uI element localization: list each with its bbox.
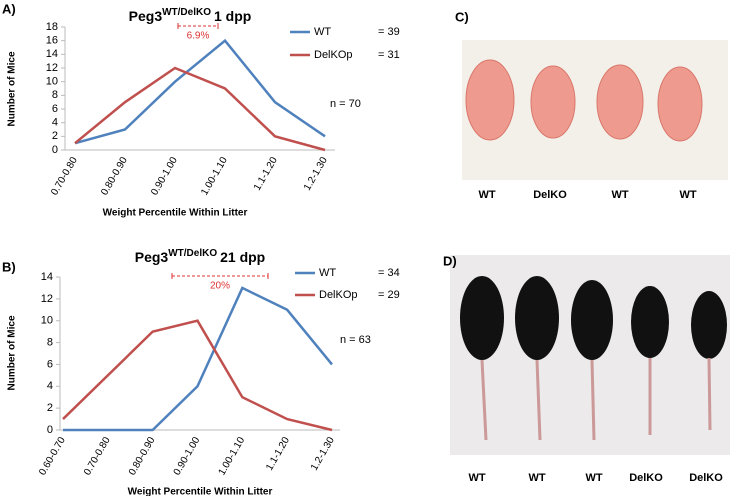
y-tick-label: 16 xyxy=(46,35,58,47)
legend-label: WT xyxy=(314,26,331,38)
y-tick-label: 12 xyxy=(41,293,53,305)
y-tick-label: 0 xyxy=(52,144,58,156)
y-tick-label: 4 xyxy=(47,380,53,392)
x-axis-label: Weight Percentile Within Litter xyxy=(103,208,248,219)
chart-title: Peg3WT/DelKO 21 dpp xyxy=(135,248,265,265)
x-tick-label: 0.90-1.00 xyxy=(149,155,180,197)
photo-caption: DelKO xyxy=(689,472,723,484)
y-tick-label: 18 xyxy=(46,21,58,33)
y-tick-label: 2 xyxy=(52,130,58,142)
y-tick-label: 2 xyxy=(47,402,53,414)
x-tick-label: 1.00-1.10 xyxy=(217,435,248,477)
x-tick-label: 1.1-1.20 xyxy=(252,155,280,193)
bracket-label: 20% xyxy=(210,281,230,292)
n-label: n = 70 xyxy=(330,98,361,110)
x-tick-label: 1.00-1.10 xyxy=(199,155,230,197)
photo-caption: DelKO xyxy=(533,189,567,201)
photo-caption: WT xyxy=(478,189,495,201)
title-main: Peg3 xyxy=(135,249,169,265)
photo-caption: WT xyxy=(468,472,485,484)
mice xyxy=(460,276,727,360)
x-tick-label: 1.1-1.20 xyxy=(264,435,292,473)
y-tick-label: 8 xyxy=(52,89,58,101)
panel-label: D) xyxy=(443,253,457,268)
x-tick-label: 0.70-0.80 xyxy=(82,435,113,477)
panel-label: A) xyxy=(2,1,16,16)
legend-count: = 31 xyxy=(378,49,400,61)
line xyxy=(74,38,326,145)
y-tick-label: 12 xyxy=(46,62,58,74)
y-tick-label: 14 xyxy=(41,271,53,283)
title-superscript: WT/DelKO xyxy=(168,248,217,259)
photo-caption: DelKO xyxy=(629,472,663,484)
y-tick-label: 0 xyxy=(47,424,53,436)
photo-caption: WT xyxy=(585,472,602,484)
y-tick-label: 10 xyxy=(41,315,53,327)
legend-count: = 29 xyxy=(378,289,400,301)
x-axis-label: Weight Percentile Within Litter xyxy=(128,487,273,496)
x-tick-label: 0.80-0.90 xyxy=(99,155,130,197)
y-tick-label: 4 xyxy=(52,117,58,129)
legend-count: = 39 xyxy=(378,26,400,38)
x-tick-label: 1.2-1.30 xyxy=(302,155,330,193)
pups xyxy=(465,59,703,142)
y-tick-label: 14 xyxy=(46,48,58,60)
panel-label: C) xyxy=(455,9,469,24)
line xyxy=(62,319,333,432)
x-tick-label: 0.80-0.90 xyxy=(127,435,158,477)
legend-label: WT xyxy=(319,267,336,279)
title-suffix: 1 dpp xyxy=(214,8,251,24)
x-tick-label: 0.70-0.80 xyxy=(49,155,80,197)
x-tick-label: 0.60-0.70 xyxy=(37,435,68,477)
title-suffix: 21 dpp xyxy=(220,249,265,265)
y-axis-label: Number of Mice xyxy=(7,51,18,126)
y-tick-label: 10 xyxy=(46,76,58,88)
y-tick-label: 6 xyxy=(47,358,53,370)
legend-count: = 34 xyxy=(378,267,400,279)
panel-label: B) xyxy=(2,259,16,274)
title-main: Peg3 xyxy=(129,8,163,24)
chart-title: Peg3WT/DelKO 1 dpp xyxy=(129,7,252,24)
y-axis-label: Number of Mice xyxy=(7,315,18,390)
photo-caption: WT xyxy=(679,189,696,201)
legend-label: DelKOp xyxy=(319,289,358,301)
line xyxy=(74,66,326,152)
y-tick-label: 6 xyxy=(52,103,58,115)
tails xyxy=(480,357,712,441)
title-superscript: WT/DelKO xyxy=(162,7,211,18)
x-tick-label: 0.90-1.00 xyxy=(172,435,203,477)
x-tick-label: 1.2-1.30 xyxy=(309,435,337,473)
legend-label: DelKOp xyxy=(314,49,353,61)
bracket-label: 6.9% xyxy=(187,31,210,42)
line xyxy=(63,286,333,432)
photo-caption: WT xyxy=(528,472,545,484)
y-tick-label: 8 xyxy=(47,336,53,348)
n-label: n = 63 xyxy=(340,334,371,346)
photo-caption: WT xyxy=(611,189,628,201)
